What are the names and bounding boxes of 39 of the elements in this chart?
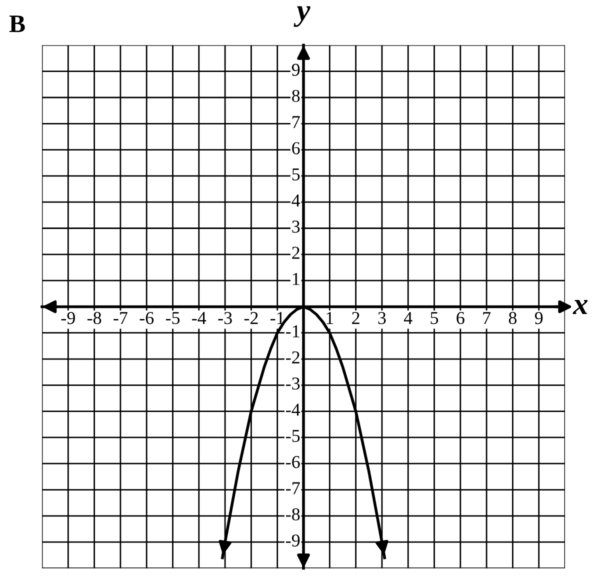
x-tick-label: -3 <box>218 312 232 324</box>
x-tick-label: -8 <box>87 312 102 324</box>
y-tick-label: -2 <box>286 351 300 364</box>
y-tick-label: 1 <box>292 272 300 285</box>
x-tick-label: 1 <box>326 312 334 324</box>
y-tick-label: -3 <box>286 378 300 390</box>
x-tick-label: 5 <box>430 312 438 324</box>
chart-title: B <box>9 16 25 32</box>
x-tick-label: -1 <box>270 312 284 324</box>
x-tick-label: -2 <box>244 312 258 324</box>
y-tick-label: -7 <box>286 482 300 494</box>
x-tick-label: -7 <box>114 312 128 324</box>
y-axis-title: y <box>294 6 310 27</box>
x-tick-label: 6 <box>456 312 464 324</box>
y-tick-label: 9 <box>292 64 300 76</box>
x-tick-label: 3 <box>378 312 386 324</box>
x-tick-label: 8 <box>508 312 517 324</box>
x-axis-title: x <box>572 300 588 314</box>
y-tick-label: -6 <box>286 456 300 468</box>
y-tick-label: 6 <box>292 142 300 154</box>
y-tick-label: -8 <box>286 508 300 520</box>
y-tick-label: 5 <box>292 168 300 180</box>
x-tick-label: 7 <box>483 312 491 324</box>
y-tick-label: 8 <box>292 90 300 102</box>
x-tick-label: -4 <box>192 312 206 324</box>
x-tick-label: 2 <box>352 312 360 324</box>
y-tick-label: -5 <box>286 430 300 442</box>
y-tick-label: 4 <box>292 194 300 206</box>
x-tick-label: -9 <box>61 312 75 324</box>
x-tick-label: -6 <box>140 312 154 324</box>
y-tick-label: 3 <box>292 220 300 233</box>
y-tick-label: 7 <box>292 116 300 128</box>
y-tick-label: -9 <box>286 534 300 547</box>
y-tick-label: -4 <box>286 404 300 416</box>
y-tick-label: -1 <box>286 325 300 338</box>
x-tick-label: 9 <box>534 312 543 324</box>
y-tick-label: 2 <box>292 246 300 259</box>
x-tick-label: 4 <box>404 312 412 324</box>
x-tick-label: -5 <box>166 312 180 324</box>
